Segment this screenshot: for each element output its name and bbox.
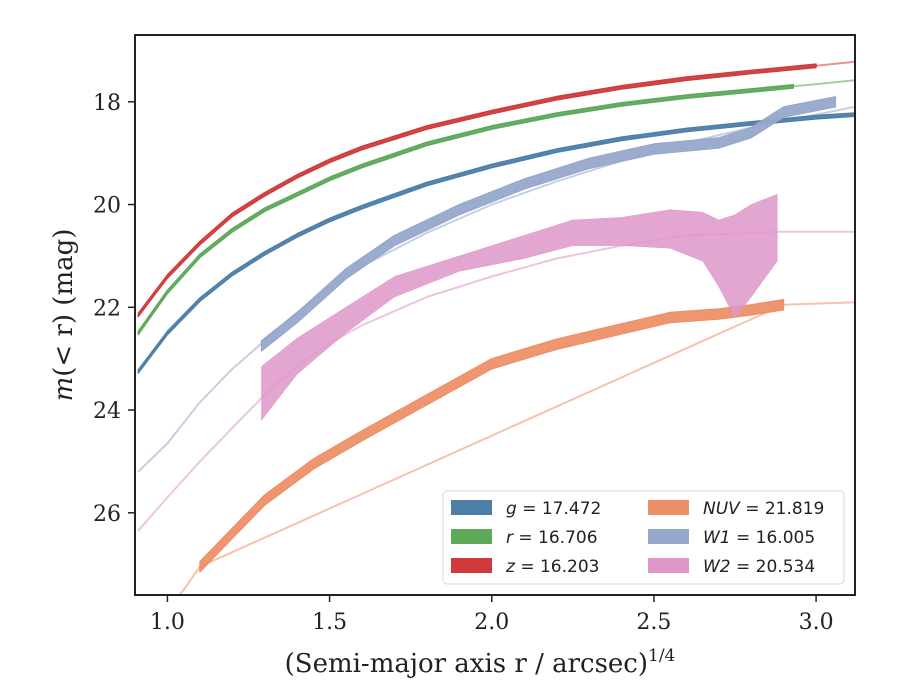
data-bands [137,63,855,573]
series-g-band [137,112,855,374]
legend-frame [442,490,845,585]
series-r-extension-line [793,79,855,88]
series-w1-band [260,96,837,352]
legend-label: W1 = 16.005 [703,528,815,548]
legend-swatch [451,529,492,544]
legend-item-r: r = 16.706 [451,528,598,548]
y-axis-ticks: 18 20 22 24 26 [93,91,135,527]
y-axis-label: m(< r) (mag) [49,229,79,402]
series-w1-extension-line [137,105,855,473]
x-tick-label: 1.5 [312,610,347,635]
y-tick-label: 18 [93,91,121,116]
legend-swatch [451,500,492,515]
legend-item-w1: W1 = 16.005 [648,528,815,548]
legend: g = 17.472 r = 16.706 z = 16.203 NUV = 21.8… [442,490,845,585]
x-axis-label: (Semi-major axis r / arcsec)1/4 [285,646,676,679]
x-tick-label: 1.0 [150,610,185,635]
y-tick-label: 24 [93,399,121,424]
series-z-extension-line [815,60,855,67]
series-nuv-band [199,299,785,573]
series-w2-band [261,194,778,421]
legend-label: W2 = 20.534 [703,557,815,577]
series-z-band [137,63,817,318]
x-tick-label: 3.0 [799,610,834,635]
legend-swatch [451,558,492,573]
y-tick-label: 26 [93,502,121,527]
x-axis-ticks: 1.0 1.5 2.0 2.5 3.0 [150,595,834,635]
legend-item-g: g = 17.472 [451,499,601,519]
legend-swatch [648,558,689,573]
x-tick-label: 2.0 [474,610,509,635]
x-tick-label: 2.5 [636,610,671,635]
legend-swatch [648,500,689,515]
legend-label: g = 17.472 [506,499,601,519]
legend-item-w2: W2 = 20.534 [648,557,815,577]
legend-label: z = 16.203 [505,557,599,577]
legend-item-nuv: NUV = 21.819 [648,499,824,519]
legend-item-z: z = 16.203 [451,557,599,577]
legend-swatch [648,529,689,544]
plot-frame [134,34,856,596]
legend-label: NUV = 21.819 [703,499,824,519]
y-tick-label: 20 [93,194,121,219]
series-r-band [137,84,794,336]
y-tick-label: 22 [93,296,121,321]
legend-label: r = 16.706 [506,528,598,548]
